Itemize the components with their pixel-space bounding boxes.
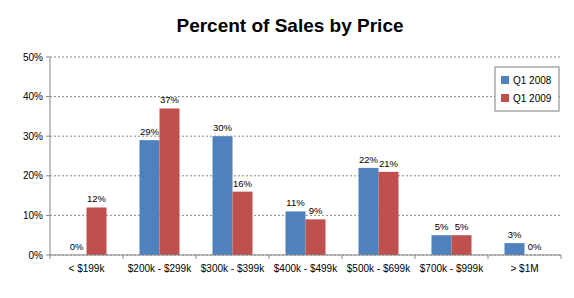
data-label: 29% xyxy=(140,126,160,137)
x-tick-label: > $1M xyxy=(510,263,538,274)
data-label: 5% xyxy=(455,221,469,232)
data-label: 16% xyxy=(233,178,253,189)
y-tick-label: 20% xyxy=(23,170,43,181)
legend-label: Q1 2009 xyxy=(513,93,552,104)
bar xyxy=(379,172,399,255)
bar xyxy=(432,235,452,255)
title: Percent of Sales by Price xyxy=(176,15,403,36)
bar xyxy=(286,211,306,255)
x-tick-label: $300k - $399k xyxy=(201,263,265,274)
x-axis xyxy=(50,255,561,256)
x-tick-label: $500k - $699k xyxy=(347,263,411,274)
y-tick-label: 40% xyxy=(23,91,43,102)
bar xyxy=(140,140,160,255)
tick-mark xyxy=(46,255,50,256)
bar xyxy=(87,207,107,255)
y-tick-label: 0% xyxy=(29,250,44,261)
x-tick-mark xyxy=(269,255,270,259)
legend: Q1 2008 Q1 2009 xyxy=(495,67,559,111)
bar xyxy=(505,243,525,255)
y-tick-label: 10% xyxy=(23,210,43,221)
y-tick-label: 30% xyxy=(23,131,43,142)
data-label: 12% xyxy=(87,193,107,204)
data-label: 11% xyxy=(286,197,305,208)
y-axis xyxy=(50,57,51,255)
grid-line xyxy=(50,175,561,176)
bar xyxy=(359,168,379,255)
x-tick-mark xyxy=(488,255,489,259)
legend-label: Q1 2008 xyxy=(513,75,552,86)
grid-line xyxy=(50,255,561,256)
data-label: 21% xyxy=(379,158,399,169)
x-tick-mark xyxy=(561,255,562,259)
bar xyxy=(306,219,326,255)
data-label: 9% xyxy=(309,205,323,216)
data-label: 0% xyxy=(70,241,84,252)
legend-box xyxy=(495,67,559,111)
data-label: 5% xyxy=(435,221,449,232)
bar xyxy=(452,235,472,255)
x-tick-label: $700k - $999k xyxy=(420,263,484,274)
grid-line xyxy=(50,96,561,97)
bar xyxy=(160,108,180,255)
x-tick-mark xyxy=(342,255,343,259)
tick-mark xyxy=(46,136,50,137)
x-tick-mark xyxy=(415,255,416,259)
grid-line xyxy=(50,136,561,137)
bar xyxy=(213,136,233,255)
x-tick-label: < $199k xyxy=(69,263,106,274)
y-tick-label: 50% xyxy=(23,52,43,63)
bar xyxy=(233,192,253,255)
data-label: 37% xyxy=(160,94,180,105)
x-tick-mark xyxy=(123,255,124,259)
grid-line xyxy=(50,57,561,58)
data-label: 22% xyxy=(359,154,379,165)
tick-mark xyxy=(46,96,50,97)
x-tick-label: $400k - $499k xyxy=(274,263,338,274)
data-label: 30% xyxy=(213,122,233,133)
legend-swatch xyxy=(501,76,509,84)
data-label: 0% xyxy=(528,241,542,252)
tick-mark xyxy=(46,57,50,58)
x-tick-mark xyxy=(196,255,197,259)
data-labels: 0% 29% 30% 11% 22% 5% 3% 12% 37% 16% 9% 21% 5% 0% xyxy=(70,94,542,252)
tick-mark xyxy=(46,215,50,216)
data-label: 3% xyxy=(508,229,522,240)
legend-swatch xyxy=(501,94,509,102)
bars xyxy=(87,108,525,255)
tick-mark xyxy=(46,175,50,176)
x-tick-label: $200k - $299k xyxy=(128,263,192,274)
chart: Percent of Sales by Price 0% 10% 20% 30% 40% 5… xyxy=(0,0,574,298)
x-tick-mark xyxy=(50,255,51,259)
